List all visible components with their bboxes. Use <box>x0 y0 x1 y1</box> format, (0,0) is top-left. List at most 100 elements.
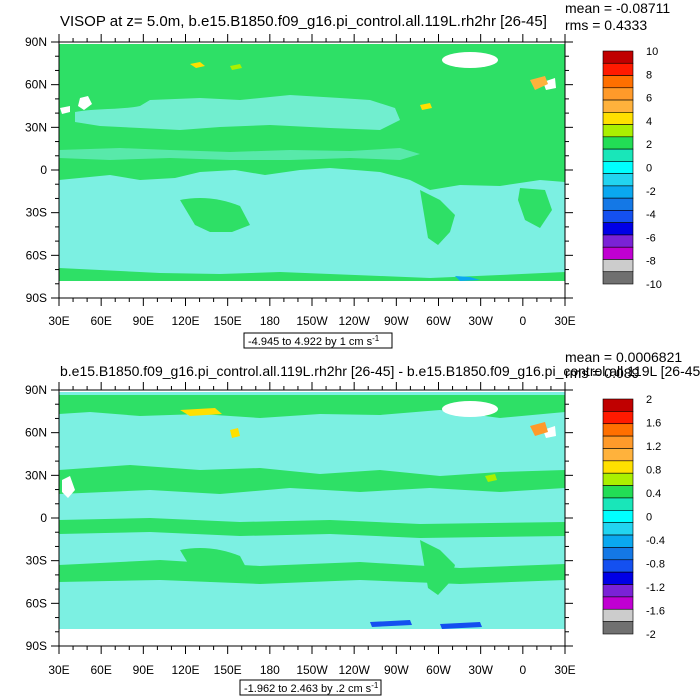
colorbar-swatch <box>602 485 634 499</box>
x-tick-label: 180 <box>260 314 280 328</box>
colorbar-label: -8 <box>646 256 656 268</box>
colorbar-label: -1.2 <box>646 582 665 594</box>
panel-1-weddell-speckle <box>455 276 480 281</box>
panel-1-mean: mean = -0.08711 <box>565 0 670 16</box>
x-tick-label: 120E <box>171 314 199 328</box>
y-tick-label: 60N <box>25 78 47 92</box>
panel-2-atlantic-speckle <box>485 474 497 482</box>
x-tick-label: 120E <box>171 663 199 677</box>
x-tick-label: 90W <box>384 663 409 677</box>
colorbar-swatch <box>602 271 634 285</box>
panel-2-mean: mean = 0.0006821 <box>565 349 682 365</box>
y-tick-label: 90N <box>25 35 47 49</box>
colorbar-swatch <box>602 124 634 138</box>
colorbar-swatch <box>602 423 634 437</box>
colorbar-label: 10 <box>646 46 658 58</box>
colorbar-label: 1.6 <box>646 418 661 430</box>
panel-1: VISOP at z= 5.0m, b.e15.B1850.f09_g16.pi… <box>25 0 670 349</box>
panel-1-antarctica-mask <box>59 281 565 298</box>
panel-1-caspian-mask <box>78 96 92 110</box>
colorbar-label: 6 <box>646 93 652 105</box>
y-tick-label: 90S <box>26 639 47 653</box>
panel-2-title: b.e15.B1850.f09_g16.pi_control.all.119L.… <box>60 363 700 379</box>
x-tick-label: 30E <box>554 314 575 328</box>
panel-1-africa-south <box>518 188 552 228</box>
panel-2-ross-speckle <box>370 620 412 627</box>
colorbar-label: 4 <box>646 116 652 128</box>
panel-1-title: VISOP at z= 5.0m, b.e15.B1850.f09_g16.pi… <box>60 13 547 30</box>
colorbar-swatch <box>602 621 634 635</box>
panel-2-map <box>59 390 565 646</box>
colorbar-swatch <box>602 173 634 187</box>
panel-1-atlantic-speckle <box>420 103 432 110</box>
panel-2-arctic-speckle <box>230 428 240 438</box>
colorbar-label: 2 <box>646 139 652 151</box>
y-tick-label: 90S <box>26 291 47 305</box>
panel-1-range-label: -4.945 to 4.922 by 1 cm s-1 <box>248 334 380 348</box>
colorbar-label: 0 <box>646 512 652 524</box>
panel-1-range-box-border <box>243 332 393 349</box>
colorbar-label: 0 <box>646 163 652 175</box>
colorbar-swatch <box>602 136 634 150</box>
panel-2-subtropic-band <box>59 465 565 494</box>
x-tick-label: 150W <box>296 663 328 677</box>
panel-1-greenland-mask <box>442 52 498 68</box>
colorbar-swatch <box>602 62 634 76</box>
colorbar-swatch <box>602 99 634 113</box>
colorbar-swatch <box>602 547 634 561</box>
x-tick-label: 30E <box>554 663 575 677</box>
panel-2-arctic-speckle <box>180 408 222 416</box>
panel-2-range-box-border <box>239 679 382 696</box>
panel-1-rms: rms = 0.4333 <box>565 17 647 33</box>
colorbar-label: -0.4 <box>646 535 665 547</box>
colorbar-label: -2 <box>646 629 656 641</box>
colorbar-swatch <box>602 608 634 622</box>
colorbar-swatch <box>602 584 634 598</box>
panel-1-range-box: -4.945 to 4.922 by 1 cm s-1 <box>243 332 393 349</box>
y-tick-label: 30N <box>25 468 47 482</box>
panel-2-x-axis: 30E 60E 90E 120E 150E 180 150W 120W 90W 60W 30W 0 30… <box>48 382 576 677</box>
panel-2-colorbar: 2 1.6 1.2 0.8 0.4 0 -0.4 -0.8 -1.2 -1.6 -2 <box>602 394 665 641</box>
y-tick-label: 30N <box>25 120 47 134</box>
colorbar-swatch <box>602 534 634 548</box>
y-tick-label: 0 <box>40 511 47 525</box>
colorbar-swatch <box>602 222 634 236</box>
panel-2-weddell-speckle <box>440 622 482 629</box>
colorbar-label: -10 <box>646 279 662 291</box>
y-tick-label: 30S <box>26 206 47 220</box>
panel-1-arctic-speckle <box>190 62 205 68</box>
x-tick-label: 30E <box>48 314 69 328</box>
panel-2-y-axis: 90N 60N 30N 0 30S 60S 90S <box>25 383 573 653</box>
colorbar-swatch <box>602 259 634 273</box>
colorbar-swatch <box>602 472 634 486</box>
y-tick-label: 90N <box>25 383 47 397</box>
colorbar-swatch <box>602 234 634 248</box>
panel-2-equatorial-band <box>59 518 565 538</box>
panel-1-ocean-north <box>75 95 400 130</box>
x-tick-label: 90E <box>133 663 154 677</box>
x-tick-label: 120W <box>338 663 370 677</box>
panel-2-caspian-mask <box>62 476 75 498</box>
panel-2-ocean-field <box>59 392 565 629</box>
colorbar-swatch <box>602 448 634 462</box>
colorbar-swatch <box>602 148 634 162</box>
colorbar-label: 8 <box>646 69 652 81</box>
colorbar-label: -1.6 <box>646 606 665 618</box>
panel-1-equatorial-band <box>59 148 420 160</box>
y-tick-label: 30S <box>26 554 47 568</box>
colorbar-swatch <box>602 50 634 64</box>
colorbar-label: 0.4 <box>646 488 661 500</box>
x-tick-label: 30E <box>48 663 69 677</box>
panel-2: b.e15.B1850.f09_g16.pi_control.all.119L.… <box>25 349 700 696</box>
colorbar-swatch <box>602 246 634 260</box>
colorbar-swatch <box>602 75 634 89</box>
x-tick-label: 60W <box>426 663 451 677</box>
x-tick-label: 150W <box>296 314 328 328</box>
colorbar-swatch <box>602 510 634 523</box>
x-tick-label: 0 <box>519 663 526 677</box>
y-tick-label: 60S <box>26 596 47 610</box>
colorbar-label: 1.2 <box>646 441 661 453</box>
x-tick-label: 60E <box>90 314 111 328</box>
panel-1-x-axis: 30E 60E 90E 120E 150E 180 150W 120W 90W 60W 30W 0 30… <box>48 34 576 328</box>
colorbar-swatch <box>602 185 634 199</box>
